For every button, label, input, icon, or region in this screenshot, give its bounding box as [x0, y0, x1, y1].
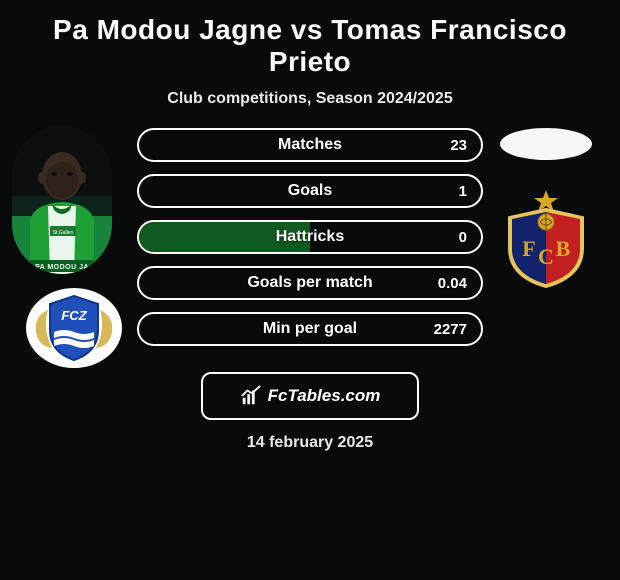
page-title: Pa Modou Jagne vs Tomas Francisco Prieto [0, 0, 620, 82]
stat-value-right: 0.04 [438, 268, 467, 298]
watermark-badge[interactable]: FcTables.com [201, 372, 419, 420]
club-left-text: FCZ [61, 308, 87, 323]
player-right-placeholder [500, 128, 592, 160]
stat-row: Matches 23 [137, 128, 483, 162]
stat-label: Goals [139, 176, 481, 206]
sponsor-text: St.Gallen [53, 230, 74, 236]
stats-list: Matches 23 Goals 1 Hattricks 0 Goals per… [137, 126, 483, 346]
watermark-text: FcTables.com [268, 386, 381, 406]
stat-label: Matches [139, 130, 481, 160]
svg-text:B: B [556, 236, 571, 261]
stat-fill-left [139, 222, 310, 252]
chart-icon [240, 385, 262, 407]
left-player-column: St.Gallen PA MODOU JA FC [12, 126, 122, 370]
stat-row: Hattricks 0 [137, 220, 483, 254]
stat-value-right: 0 [459, 222, 467, 252]
comparison-content: St.Gallen PA MODOU JA FC [0, 126, 620, 452]
svg-text:F: F [522, 236, 535, 261]
stat-value-right: 23 [450, 130, 467, 160]
stat-row: Goals per match 0.04 [137, 266, 483, 300]
stat-value-right: 2277 [434, 314, 467, 344]
date-text: 14 february 2025 [0, 434, 620, 452]
subtitle: Club competitions, Season 2024/2025 [0, 90, 620, 108]
right-player-column: F B C [496, 126, 606, 288]
player-left-photo: St.Gallen PA MODOU JA [12, 126, 112, 274]
stat-label: Min per goal [139, 314, 481, 344]
stat-row: Goals 1 [137, 174, 483, 208]
svg-text:C: C [538, 244, 554, 269]
stat-row: Min per goal 2277 [137, 312, 483, 346]
stat-value-right: 1 [459, 176, 467, 206]
stat-label: Goals per match [139, 268, 481, 298]
shirt-name: PA MODOU JA [35, 264, 89, 271]
club-right-crest: F B C [496, 188, 596, 288]
club-left-crest: FCZ [24, 286, 124, 370]
